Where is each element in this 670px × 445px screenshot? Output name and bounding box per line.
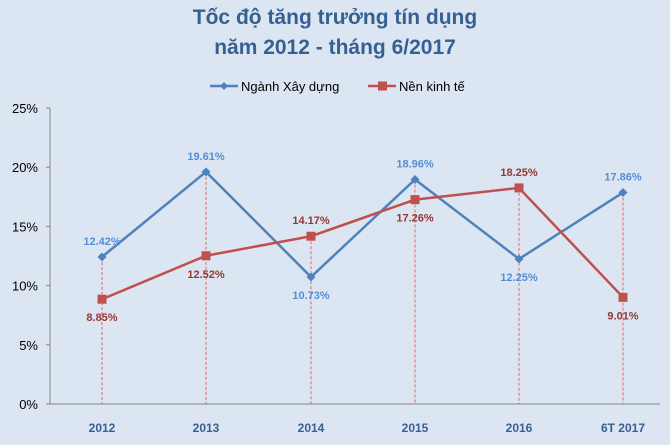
data-label: 12.25% xyxy=(500,272,538,284)
x-tick-label: 2016 xyxy=(506,421,533,435)
marker-diamond xyxy=(514,254,524,264)
legend-marker-diamond xyxy=(220,82,228,90)
chart-title-line1: Tốc độ tăng trưởng tín dụng xyxy=(192,6,478,29)
marker-square xyxy=(306,231,316,241)
data-label: 19.61% xyxy=(187,151,225,163)
y-tick-label: 15% xyxy=(12,219,38,234)
data-label: 18.25% xyxy=(500,167,538,179)
x-tick-label: 6T 2017 xyxy=(601,421,645,435)
marker-diamond xyxy=(410,175,420,185)
marker-diamond xyxy=(97,252,107,262)
data-label: 18.96% xyxy=(396,159,434,171)
legend-marker-square xyxy=(378,81,387,91)
series-line-0 xyxy=(101,170,624,279)
marker-diamond xyxy=(618,188,628,198)
y-tick-label: 25% xyxy=(12,101,38,116)
data-label: 9.01% xyxy=(607,310,638,322)
marker-square xyxy=(410,195,420,205)
x-tick-label: 2013 xyxy=(193,421,220,435)
y-tick-label: 20% xyxy=(12,160,38,175)
marker-diamond xyxy=(306,272,316,282)
marker-square xyxy=(618,292,628,302)
legend-label: Nền kinh tế xyxy=(399,79,466,94)
data-label: 8.85% xyxy=(86,312,117,324)
marker-square xyxy=(514,183,524,193)
marker-square xyxy=(201,251,211,261)
data-label: 14.17% xyxy=(292,215,330,227)
y-tick-label: 5% xyxy=(19,338,38,353)
data-label: 17.86% xyxy=(604,172,642,184)
chart-title-line2: năm 2012 - tháng 6/2017 xyxy=(214,36,456,59)
marker-square xyxy=(97,294,107,304)
x-tick-label: 2012 xyxy=(89,421,116,435)
data-label: 12.42% xyxy=(83,236,121,248)
y-tick-label: 0% xyxy=(19,397,38,412)
x-tick-label: 2014 xyxy=(298,421,325,435)
series-line-1 xyxy=(101,186,624,301)
y-tick-label: 10% xyxy=(12,279,38,294)
x-tick-label: 2015 xyxy=(402,421,429,435)
data-label: 12.52% xyxy=(187,269,225,281)
data-label: 17.26% xyxy=(396,213,434,225)
data-label: 10.73% xyxy=(292,290,330,302)
legend-label: Ngành Xây dựng xyxy=(241,79,339,94)
marker-diamond xyxy=(201,167,211,177)
